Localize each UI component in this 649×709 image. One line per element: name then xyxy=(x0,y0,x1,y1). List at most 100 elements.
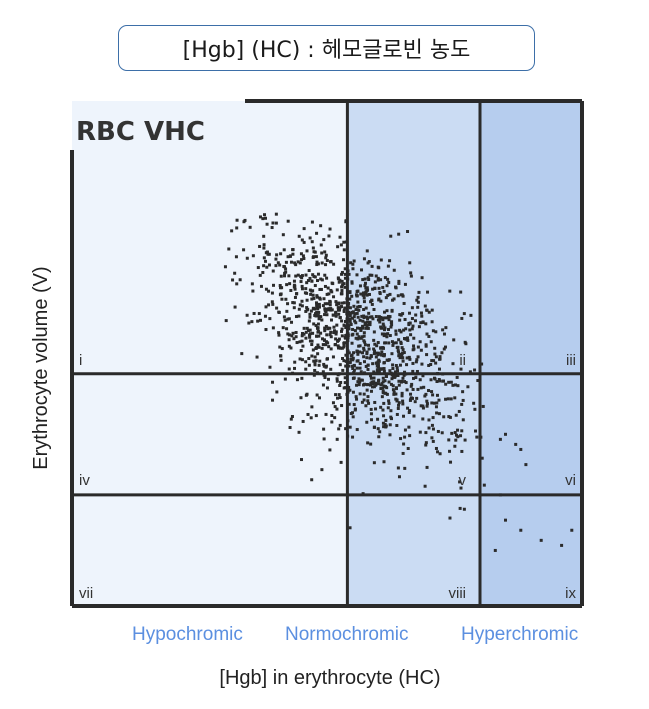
scatter-point xyxy=(366,363,370,367)
scatter-point xyxy=(262,256,266,260)
scatter-point xyxy=(436,429,440,433)
scatter-point xyxy=(386,293,390,297)
scatter-point xyxy=(364,404,368,408)
scatter-point xyxy=(364,364,368,368)
scatter-point xyxy=(287,344,291,348)
scatter-point xyxy=(300,458,303,462)
scatter-point xyxy=(394,392,398,396)
scatter-point xyxy=(337,346,341,350)
scatter-point xyxy=(387,380,391,384)
scatter-point xyxy=(337,427,341,431)
scatter-point xyxy=(366,317,370,321)
scatter-point xyxy=(418,378,422,382)
scatter-point xyxy=(448,415,452,419)
scatter-point xyxy=(360,314,364,318)
scatter-point xyxy=(329,367,333,371)
scatter-point xyxy=(338,396,342,400)
scatter-point xyxy=(252,311,256,315)
scatter-point xyxy=(340,327,344,331)
scatter-point xyxy=(376,276,380,280)
scatter-point xyxy=(366,320,370,324)
scatter-point xyxy=(270,291,274,295)
scatter-point xyxy=(388,292,392,296)
scatter-point xyxy=(389,234,393,238)
scatter-point xyxy=(343,276,347,280)
scatter-point xyxy=(336,339,340,343)
scatter-point xyxy=(285,283,289,287)
scatter-point xyxy=(334,314,338,318)
scatter-point xyxy=(325,313,329,317)
scatter-point xyxy=(283,377,287,381)
scatter-point xyxy=(263,216,267,220)
scatter-point xyxy=(281,233,285,237)
scatter-point xyxy=(353,408,357,412)
scatter-point xyxy=(416,295,420,299)
scatter-point xyxy=(316,329,320,333)
scatter-point xyxy=(444,345,448,349)
scatter-point xyxy=(278,293,282,297)
scatter-point xyxy=(349,322,353,326)
scatter-point xyxy=(355,428,359,432)
scatter-point xyxy=(462,312,466,316)
scatter-point xyxy=(400,293,404,297)
scatter-point xyxy=(380,353,384,357)
page-title: [Hgb] (HC) : 헤모글로빈 농도 xyxy=(118,25,535,71)
scatter-point xyxy=(415,358,419,362)
scatter-point xyxy=(328,448,332,452)
scatter-point xyxy=(539,538,543,542)
scatter-point xyxy=(294,315,298,319)
scatter-point xyxy=(352,259,356,263)
scatter-point xyxy=(421,406,425,410)
scatter-point xyxy=(330,414,334,418)
scatter-point xyxy=(354,321,358,325)
scatter-point xyxy=(312,373,316,377)
scatter-point xyxy=(365,420,369,424)
scatter-point xyxy=(424,343,428,347)
scatter-point xyxy=(388,423,392,427)
scatter-point xyxy=(323,313,327,317)
scatter-point xyxy=(332,325,336,329)
scatter-point xyxy=(342,309,346,313)
scatter-point xyxy=(325,292,329,296)
scatter-point xyxy=(313,363,317,367)
scatter-point xyxy=(274,221,278,225)
scatter-point xyxy=(347,402,351,406)
scatter-point xyxy=(356,315,360,319)
scatter-point xyxy=(291,331,295,335)
scatter-point xyxy=(412,347,416,351)
scatter-point xyxy=(369,442,373,446)
scatter-point xyxy=(315,295,319,299)
scatter-point xyxy=(424,431,428,435)
scatter-point xyxy=(238,278,242,282)
scatter-point xyxy=(340,289,344,293)
scatter-point xyxy=(343,336,347,340)
scatter-point xyxy=(357,308,361,312)
scatter-point xyxy=(388,334,392,338)
scatter-point xyxy=(402,301,406,305)
scatter-point xyxy=(308,328,312,332)
scatter-point xyxy=(391,366,395,370)
scatter-point xyxy=(381,322,385,326)
scatter-point xyxy=(372,308,376,312)
scatter-point xyxy=(287,338,291,342)
scatter-point xyxy=(368,383,372,387)
scatter-point xyxy=(304,336,308,340)
scatter-point xyxy=(390,320,394,324)
scatter-point xyxy=(362,308,366,312)
scatter-point xyxy=(263,259,267,263)
scatter-point xyxy=(410,396,414,400)
scatter-point xyxy=(321,370,325,374)
scatter-point xyxy=(352,351,356,355)
scatter-point xyxy=(251,254,255,258)
scatter-point xyxy=(341,283,345,287)
scatter-point xyxy=(316,279,320,283)
scatter-point xyxy=(376,278,380,282)
scatter-point xyxy=(350,294,354,298)
scatter-point xyxy=(331,401,335,405)
scatter-point xyxy=(368,356,372,360)
scatter-point xyxy=(482,483,486,487)
scatter-point xyxy=(353,312,357,316)
scatter-point xyxy=(320,278,324,282)
scatter-point xyxy=(401,376,405,380)
scatter-point xyxy=(342,258,346,262)
